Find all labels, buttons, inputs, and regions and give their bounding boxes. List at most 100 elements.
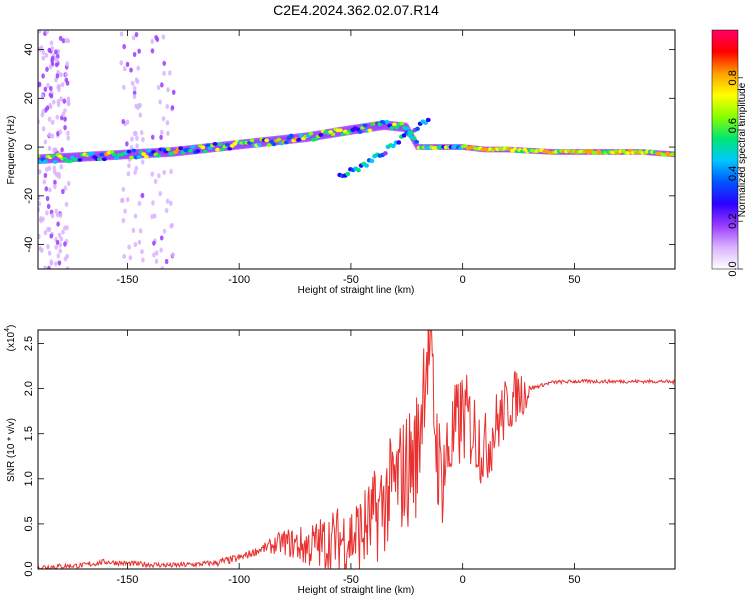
- spectrogram-noise-blob: [53, 146, 58, 153]
- spectrogram-noise-blob: [162, 60, 167, 66]
- spectrogram-noise-blob: [49, 93, 54, 99]
- spectrogram-noise-blob: [39, 45, 44, 51]
- spectrogram-noise-blob: [58, 212, 63, 218]
- spectrogram-noise-blob: [47, 250, 52, 256]
- snr-y-tick-label: 0.5: [23, 516, 35, 531]
- spectrogram-noise-blob: [38, 216, 43, 222]
- spectrogram-ridge-cell: [330, 132, 336, 137]
- spectrogram-noise-blob: [159, 247, 163, 253]
- spectrogram-noise-blob: [122, 84, 126, 90]
- spectrogram-noise-blob: [63, 125, 67, 131]
- spectrogram-ridge-cell: [394, 125, 400, 130]
- figure-title: C2E4.2024.362.02.07.R14: [273, 2, 439, 18]
- spectrogram-noise-blob: [40, 247, 44, 253]
- spectrogram-noise-blob: [140, 192, 145, 199]
- spectrogram-noise-blob: [134, 77, 139, 83]
- spectrogram-noise-blob: [44, 186, 49, 192]
- spectrogram-noise-blob: [50, 46, 55, 52]
- snr-y-tick-label: 1.0: [23, 471, 35, 486]
- snr-x-tick-label: -150: [116, 574, 138, 586]
- spectrogram-ridge-cell: [109, 150, 115, 154]
- spectrogram-noise-blob: [60, 147, 64, 153]
- snr-x-tick-label: -100: [228, 574, 250, 586]
- spectrogram-noise-blob: [63, 256, 68, 262]
- spectrogram-noise-blob: [46, 226, 50, 232]
- snr-scale-factor-exponent: 4: [4, 328, 11, 332]
- spectrogram-frame: [37, 29, 676, 270]
- spectrogram-noise-blob: [56, 253, 61, 259]
- spectrogram-noise-blob: [49, 260, 54, 267]
- spectrogram-noise-blob: [140, 159, 145, 165]
- svg-text:(x104): (x104): [4, 325, 17, 352]
- spectrogram-noise-blob: [121, 118, 126, 125]
- spectrogram-x-tick-label: 50: [568, 274, 580, 286]
- spectrogram-noise-blob: [152, 240, 156, 246]
- spectrogram-noise-blob: [169, 168, 173, 175]
- snr-line: [38, 330, 675, 569]
- spectrogram-ridge-cell: [227, 146, 233, 151]
- spectrogram-noise-blob: [125, 197, 130, 203]
- spectrogram-noise-blob: [127, 163, 131, 169]
- spectrogram-noise-blob: [41, 49, 46, 55]
- spectrogram-ridge-cell: [298, 133, 304, 138]
- spectrogram-x-tick-label: -100: [228, 274, 250, 286]
- spectrogram-ridge-cell: [38, 154, 41, 158]
- snr-panel: -150 -100 -50 0 50 0.0 0.5 1.0 1.5 2.0 2.5 Height…: [4, 325, 676, 596]
- spectrogram-ridge-cell: [296, 137, 302, 142]
- spectrogram-ridge-cell: [411, 136, 417, 141]
- spectrogram-noise-blob: [158, 191, 163, 197]
- spectrogram-noise-blob: [165, 120, 170, 126]
- spectrogram-ridge-cell: [178, 146, 183, 151]
- spectrogram-noise-blob: [49, 85, 53, 92]
- spectrogram-ridge-cell: [165, 147, 171, 152]
- spectrogram-noise-blob: [119, 60, 124, 66]
- spectrogram-noise-blob: [170, 222, 174, 229]
- spectrogram-branch-cell: [415, 126, 420, 132]
- spectrogram-noise-blob: [38, 233, 41, 240]
- spectrogram-x-tick-label: 0: [460, 274, 466, 286]
- spectrogram-noise-blob: [165, 198, 170, 204]
- spectrogram-ridge-cell: [271, 142, 277, 147]
- spectrogram-noise-blob: [160, 266, 165, 269]
- spectrogram-noise-blob: [162, 169, 167, 175]
- spectrogram-noise-blob: [48, 104, 53, 110]
- spectrogram-noise-blob: [59, 96, 63, 102]
- colorbar-ticks: 0.0 0.2 0.4 0.6 0.8: [727, 70, 743, 277]
- spectrogram-ridge-cell: [188, 148, 193, 153]
- spectrogram-noise-blob: [38, 169, 42, 175]
- spectrogram-noise-blob: [57, 173, 61, 180]
- spectrogram-noise-blob: [64, 201, 69, 207]
- spectrogram-noise-blob: [138, 228, 143, 234]
- spectrogram-x-ticks: -150 -100 -50 0 50: [116, 30, 581, 286]
- spectrogram-noise-blob: [119, 31, 124, 37]
- spectrogram-noise-blob: [131, 227, 136, 234]
- spectrogram-ridge-cell: [67, 159, 73, 164]
- spectrogram-noise-blob: [46, 82, 50, 89]
- spectrogram-noise-blob: [127, 244, 131, 250]
- spectrogram-noise-blob: [55, 239, 60, 246]
- spectrogram-ridge-cell: [42, 159, 48, 164]
- spectrogram-branch-cell: [369, 158, 375, 164]
- spectrogram-noise-blob: [57, 260, 62, 266]
- spectrogram-noise-blob: [160, 82, 164, 88]
- spectrogram-ridge-cell: [357, 130, 363, 134]
- spectrogram-noise-blob: [58, 248, 63, 254]
- spectrogram-noise-blob: [134, 31, 139, 38]
- spectrogram-branch-cell: [364, 163, 369, 168]
- spectrogram-noise-blob: [43, 172, 48, 179]
- spectrogram-noise-blob: [43, 265, 47, 269]
- spectrogram-noise-blob: [40, 93, 45, 99]
- spectrogram-x-tick-label: -150: [116, 274, 138, 286]
- spectrogram-noise-blob: [165, 103, 170, 110]
- spectrogram-noise-blob: [54, 62, 59, 68]
- colorbar-tick-label: 0.6: [727, 118, 739, 133]
- spectrogram-noise-blob: [54, 244, 58, 250]
- spectrogram-noise-blob: [158, 99, 162, 105]
- spectrogram-noise-blob: [46, 203, 51, 209]
- spectrogram-y-tick-label: -40: [23, 237, 35, 253]
- spectrogram-ridge-cell: [404, 126, 410, 131]
- spectrogram-noise-blob: [41, 55, 46, 61]
- spectrogram-noise-blob: [63, 225, 67, 231]
- spectrogram-ridge-cell: [146, 148, 152, 153]
- spectrogram-ridge-cell: [219, 147, 225, 152]
